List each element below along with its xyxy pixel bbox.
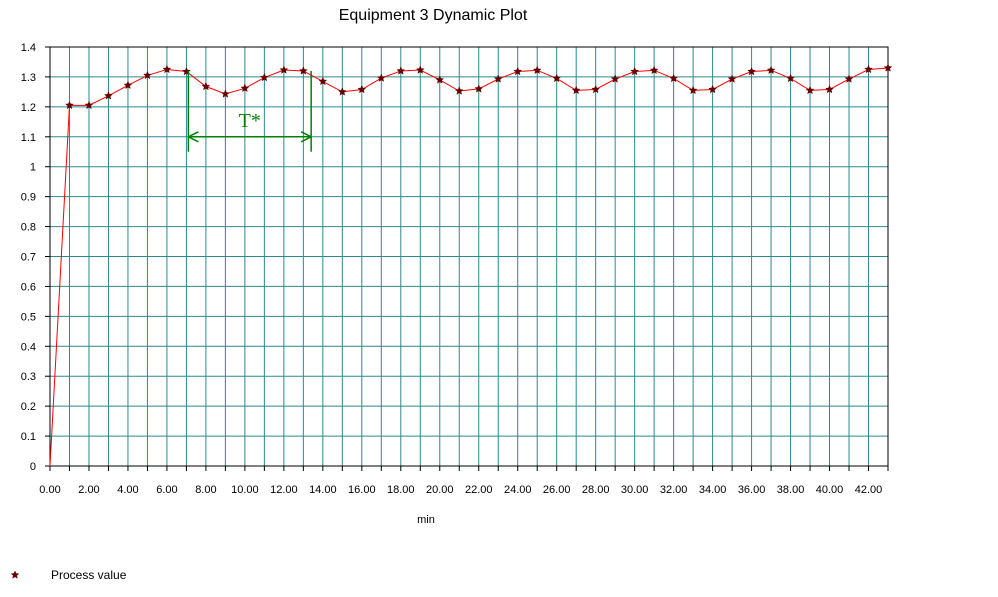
data-point [766, 65, 776, 75]
data-point [357, 84, 367, 94]
data-point [104, 91, 113, 100]
data-point [669, 73, 679, 83]
y-tick-label: 0 [30, 461, 36, 473]
annotation-label: T* [239, 110, 261, 132]
x-tick-label: 26.00 [543, 484, 571, 496]
data-point [337, 87, 347, 96]
data-point [201, 81, 211, 91]
y-tick-label: 0.1 [21, 431, 36, 443]
x-tick-label: 42.00 [855, 484, 883, 496]
data-point [532, 65, 542, 75]
y-tick-label: 0.2 [21, 401, 36, 413]
chart-title: Equipment 3 Dynamic Plot [339, 7, 528, 24]
x-axis-label: min [417, 514, 435, 526]
data-point [435, 75, 445, 84]
y-tick-label: 1.2 [21, 102, 36, 114]
x-tick-label: 12.00 [270, 484, 298, 496]
y-tick-label: 1.4 [21, 42, 36, 54]
y-tick-label: 1.3 [21, 72, 36, 84]
y-tick-label: 0.5 [21, 311, 36, 323]
x-tick-label: 4.00 [117, 484, 138, 496]
data-point [649, 65, 659, 75]
x-tick-label: 30.00 [621, 484, 649, 496]
data-point [123, 80, 133, 90]
data-point [708, 84, 718, 94]
x-tick-label: 8.00 [195, 484, 216, 496]
legend: Process value [10, 568, 127, 582]
data-point [84, 100, 94, 110]
data-point [318, 76, 328, 86]
x-tick-label: 6.00 [156, 484, 177, 496]
arrow-left-icon [188, 131, 199, 143]
data-point [747, 66, 757, 76]
y-tick-label: 0.7 [21, 252, 36, 264]
data-point [513, 66, 523, 76]
x-tick-label: 16.00 [348, 484, 376, 496]
period-annotation: T* [187, 70, 312, 152]
data-point [844, 74, 854, 83]
data-point [571, 85, 581, 95]
data-point [65, 100, 74, 110]
x-tick-label: 32.00 [660, 484, 688, 496]
y-tick-label: 0.6 [21, 281, 36, 293]
data-point [474, 84, 484, 93]
data-point [630, 66, 640, 76]
x-tick-label: 18.00 [387, 484, 415, 496]
y-tick-label: 0.9 [21, 192, 36, 204]
data-point [220, 89, 230, 98]
data-point [591, 84, 601, 94]
x-tick-label: 38.00 [777, 484, 805, 496]
data-point [259, 72, 269, 82]
data-point [143, 70, 152, 80]
series-group [49, 63, 893, 467]
x-tick-label: 20.00 [426, 484, 454, 496]
data-point [240, 83, 250, 93]
data-point [376, 73, 386, 82]
data-point [883, 63, 893, 72]
x-tick-label: 24.00 [504, 484, 532, 496]
data-point [727, 74, 737, 83]
y-tick-label: 0.8 [21, 222, 36, 234]
y-tick-label: 0.3 [21, 371, 36, 383]
x-tick-label: 40.00 [816, 484, 844, 496]
data-point [396, 66, 406, 75]
series-line [49, 67, 889, 467]
x-tick-label: 36.00 [738, 484, 766, 496]
y-tick-label: 1 [30, 162, 36, 174]
arrow-right-icon [300, 131, 312, 143]
x-axis: 0.00 2.00 4.00 6.00 8.00 10.00 12.00 14.00 16.00… [39, 466, 889, 496]
data-point [415, 65, 425, 74]
y-tick-label: 0.4 [21, 341, 36, 353]
x-tick-label: 14.00 [309, 484, 337, 496]
x-tick-label: 22.00 [465, 484, 493, 496]
data-point [610, 74, 620, 83]
data-point [688, 85, 698, 95]
data-point [825, 84, 834, 94]
data-point [864, 64, 873, 74]
data-point [298, 66, 308, 75]
legend-label: Process value [51, 568, 127, 582]
chart-grid [49, 46, 889, 467]
x-tick-label: 10.00 [231, 484, 259, 496]
x-tick-label: 28.00 [582, 484, 610, 496]
data-point [162, 64, 172, 74]
x-tick-label: 0.00 [39, 484, 60, 496]
legend-star-marker-icon [10, 570, 20, 579]
data-point [805, 85, 815, 95]
data-point [786, 73, 795, 83]
data-point [454, 86, 464, 95]
y-axis: 0 0.1 0.2 0.3 0.4 0.5 0.6 0.7 0.8 0.9 1 1.1 1.2 1.3 1.… [21, 42, 50, 473]
data-point [493, 74, 503, 83]
data-point [279, 65, 289, 74]
y-tick-label: 1.1 [21, 132, 36, 144]
x-tick-label: 34.00 [699, 484, 727, 496]
x-tick-label: 2.00 [78, 484, 99, 496]
data-point [552, 73, 562, 83]
